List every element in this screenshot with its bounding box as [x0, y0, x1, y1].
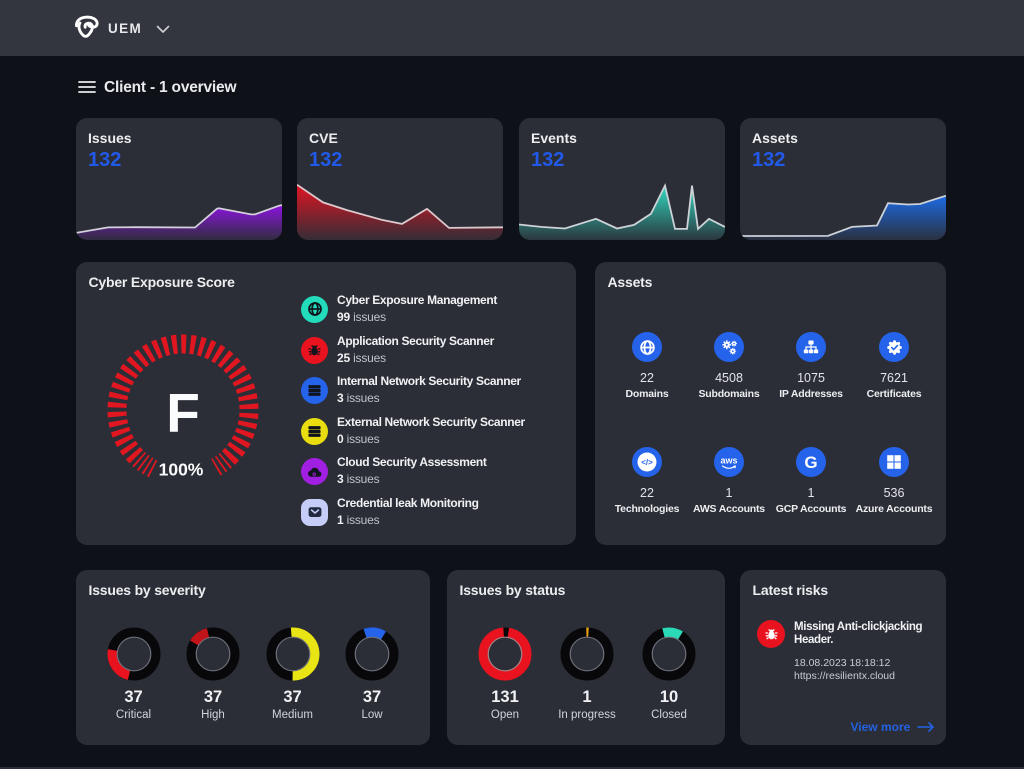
svg-text:100%: 100% [159, 460, 204, 480]
svg-text:F: F [166, 382, 200, 444]
svg-text:G: G [804, 453, 817, 472]
svg-text:aws: aws [720, 456, 737, 466]
svg-text:</>: </> [641, 458, 653, 467]
